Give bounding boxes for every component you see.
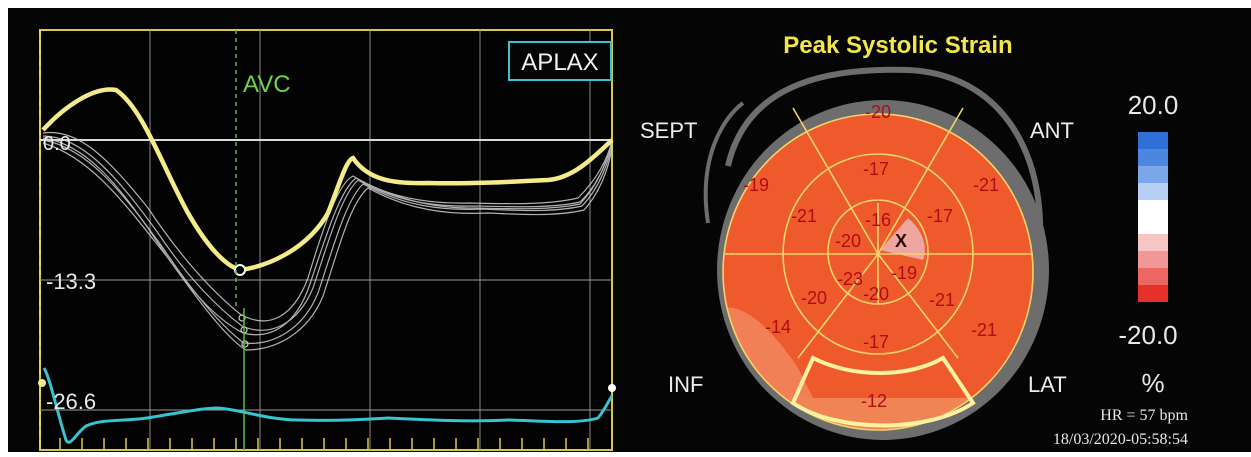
- segment-value-basal-ant: -21: [973, 175, 999, 195]
- heart-rate: HR = 57 bpm: [1100, 407, 1188, 424]
- segment-value-basal-inf: -12: [861, 391, 887, 411]
- scale-step: [1138, 149, 1168, 166]
- wall-label-inf: INF: [668, 372, 703, 397]
- strain-curve-panel: 0.0 -13.3 -26.6 AVC APLAX: [38, 29, 616, 451]
- segment-value-apex-right: X: [895, 231, 907, 251]
- avc-label: AVC: [243, 71, 291, 98]
- y-tick-label: 0.0: [43, 133, 71, 155]
- segment-value-basal-inf-sept: -14: [765, 317, 791, 337]
- segment-value-apex-bottom: -20: [863, 284, 889, 304]
- wall-label-ant: ANT: [1030, 118, 1074, 143]
- segment-value-apex-lower-left: -23: [837, 269, 863, 289]
- scale-step: [1138, 132, 1168, 149]
- segment-value-mid-upper-right: -17: [927, 206, 953, 226]
- scale-step: [1138, 166, 1168, 183]
- color-scale: [1138, 132, 1168, 302]
- ecg-end-marker: [608, 384, 616, 392]
- segment-curve: [42, 139, 613, 344]
- segment-curve: [42, 131, 613, 322]
- view-badge-label: APLAX: [521, 49, 598, 76]
- view-badge: [508, 41, 612, 81]
- wall-label-sept: SEPT: [640, 118, 697, 143]
- timestamp: 18/03/2020-05:58:54: [1053, 431, 1188, 448]
- segment-value-mid-lower: -17: [863, 332, 889, 352]
- segment-value-mid-lower-right: -21: [929, 290, 955, 310]
- basal-inferior-fill: [768, 398, 998, 430]
- segment-min-marker: [241, 340, 249, 348]
- scale-step: [1138, 251, 1168, 268]
- segment-value-mid-upper: -17: [863, 159, 889, 179]
- halo-arc: [725, 66, 1044, 239]
- halo-arc: [703, 101, 745, 224]
- scale-step: [1138, 183, 1168, 200]
- segment-value-mid-upper-left: -21: [791, 206, 817, 226]
- segment-dividers: [722, 107, 1034, 431]
- y-tick-label: -26.6: [46, 389, 96, 414]
- peak-strain-marker: [234, 264, 246, 276]
- segment-curve: [42, 135, 613, 331]
- segment-curve: [42, 137, 613, 336]
- bullseye-panel: Peak Systolic Strain: [640, 32, 1189, 448]
- echo-display: 0.0 -13.3 -26.6 AVC APLAX Peak Systolic …: [38, 29, 1189, 451]
- segment-value-basal-lat: -21: [971, 320, 997, 340]
- scale-step: [1138, 234, 1168, 251]
- segment-min-marker: [238, 314, 246, 322]
- bottom-ticks: [59, 438, 589, 450]
- y-tick-label: -13.3: [46, 269, 96, 294]
- echo-screen: 0.0 -13.3 -26.6 AVC APLAX Peak Systolic …: [8, 8, 1251, 452]
- bullseye-title: Peak Systolic Strain: [783, 32, 1012, 59]
- vertical-grid: [149, 30, 591, 450]
- scale-step: [1138, 268, 1168, 285]
- segment-value-apex-lower-right: -19: [891, 263, 917, 283]
- apex-light-segment: [880, 218, 925, 260]
- scale-step: [1138, 285, 1168, 302]
- segment-value-basal-sept: -20: [865, 102, 891, 122]
- ecg-start-marker: [38, 379, 46, 387]
- segment-value-mid-lower-left: -20: [801, 288, 827, 308]
- scale-unit-label: %: [1141, 368, 1164, 398]
- segment-value-apex-left: -20: [835, 231, 861, 251]
- ecg-trace: [42, 367, 614, 444]
- segmental-strain-curves: [42, 131, 613, 351]
- scale-step: [1138, 200, 1168, 217]
- wall-label-lat: LAT: [1028, 372, 1067, 397]
- scale-min-label: -20.0: [1118, 320, 1177, 350]
- scale-max-label: 20.0: [1128, 90, 1179, 120]
- plot-frame: [39, 29, 613, 451]
- scale-step: [1138, 217, 1168, 234]
- segment-values: -20 -19 -21 -14 -21 -12 -17 -21 -17 -20 …: [743, 102, 999, 411]
- selected-segment-outline: [790, 355, 976, 428]
- segment-value-apex-top: -16: [865, 210, 891, 230]
- average-strain-curve: [41, 87, 614, 273]
- segment-value-basal-ant-sept: -19: [743, 175, 769, 195]
